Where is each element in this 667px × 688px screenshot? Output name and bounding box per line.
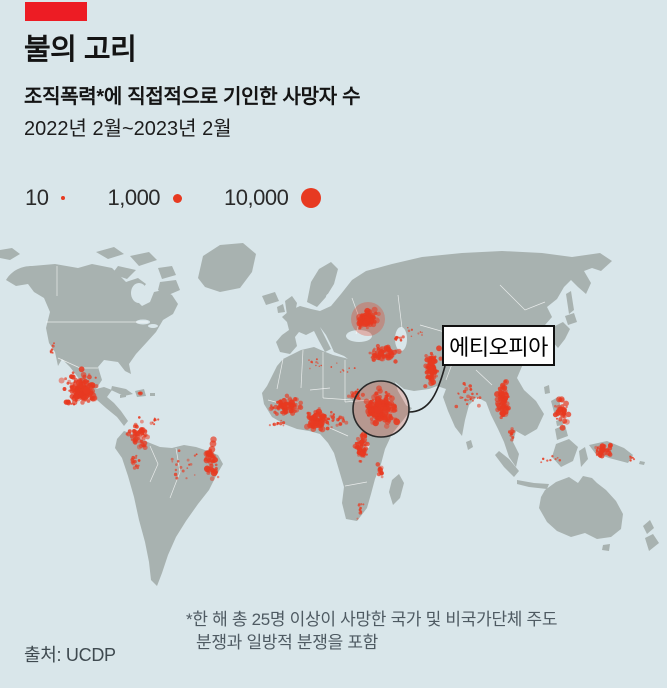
ethiopia-highlight-circle [352, 380, 410, 438]
legend-dot-large [301, 188, 322, 208]
page-title: 불의 고리 [24, 34, 137, 66]
footnote-line-1: *한 해 총 25명 이상이 사망한 국가 및 비국가단체 주도 [186, 610, 558, 629]
landmass-chukotka [0, 248, 20, 260]
landmass-iceland [262, 292, 279, 305]
landmass-australia [539, 476, 623, 551]
brand-bar [25, 2, 87, 21]
landmass-madagascar [389, 474, 404, 505]
landmass-north-america [6, 264, 178, 426]
ethiopia-callout-label: 에티오피아 [449, 334, 548, 360]
size-legend: 10 1,000 10,000 [25, 184, 363, 212]
landmass-taiwan-hainan [518, 385, 550, 395]
landmass-caribbean [111, 386, 155, 398]
legend-item-1000: 1,000 [107, 185, 183, 211]
world-map-svg [0, 243, 659, 586]
landmass-japan [552, 291, 577, 348]
death-dots-layer [49, 306, 636, 520]
landmass-arctic-islands [96, 247, 180, 296]
legend-dot-small [61, 196, 66, 200]
legend-dot-medium [173, 193, 183, 203]
landmass-scandinavia [307, 262, 338, 307]
landmass-greenland [198, 243, 256, 292]
ethiopia-callout: 에티오피아 [442, 325, 555, 366]
chart-subtitle: 조직폭력*에 직접적으로 기인한 사망자 수 [24, 86, 361, 108]
legend-item-10: 10 [25, 185, 66, 211]
landmass-new-zealand [643, 520, 659, 551]
legend-item-10000: 10,000 [224, 185, 322, 211]
landmass-sri-lanka [466, 440, 473, 450]
footnote: *한 해 총 25명 이상이 사망한 국가 및 비국가단체 주도 분쟁과 일방적… [186, 608, 558, 654]
legend-label: 1,000 [107, 185, 161, 210]
date-range: 2022년 2월~2023년 2월 [24, 118, 232, 140]
source-label: 출처: UCDP [24, 645, 116, 665]
callout-leader-line [408, 365, 446, 413]
landmass-africa [262, 347, 412, 521]
footnote-line-2: 분쟁과 일방적 분쟁을 포함 [196, 633, 379, 652]
legend-label: 10,000 [224, 185, 289, 210]
landmass-indonesia [495, 439, 588, 493]
world-map [0, 240, 667, 612]
legend-label: 10 [25, 185, 49, 210]
landmass-south-america [115, 431, 223, 586]
